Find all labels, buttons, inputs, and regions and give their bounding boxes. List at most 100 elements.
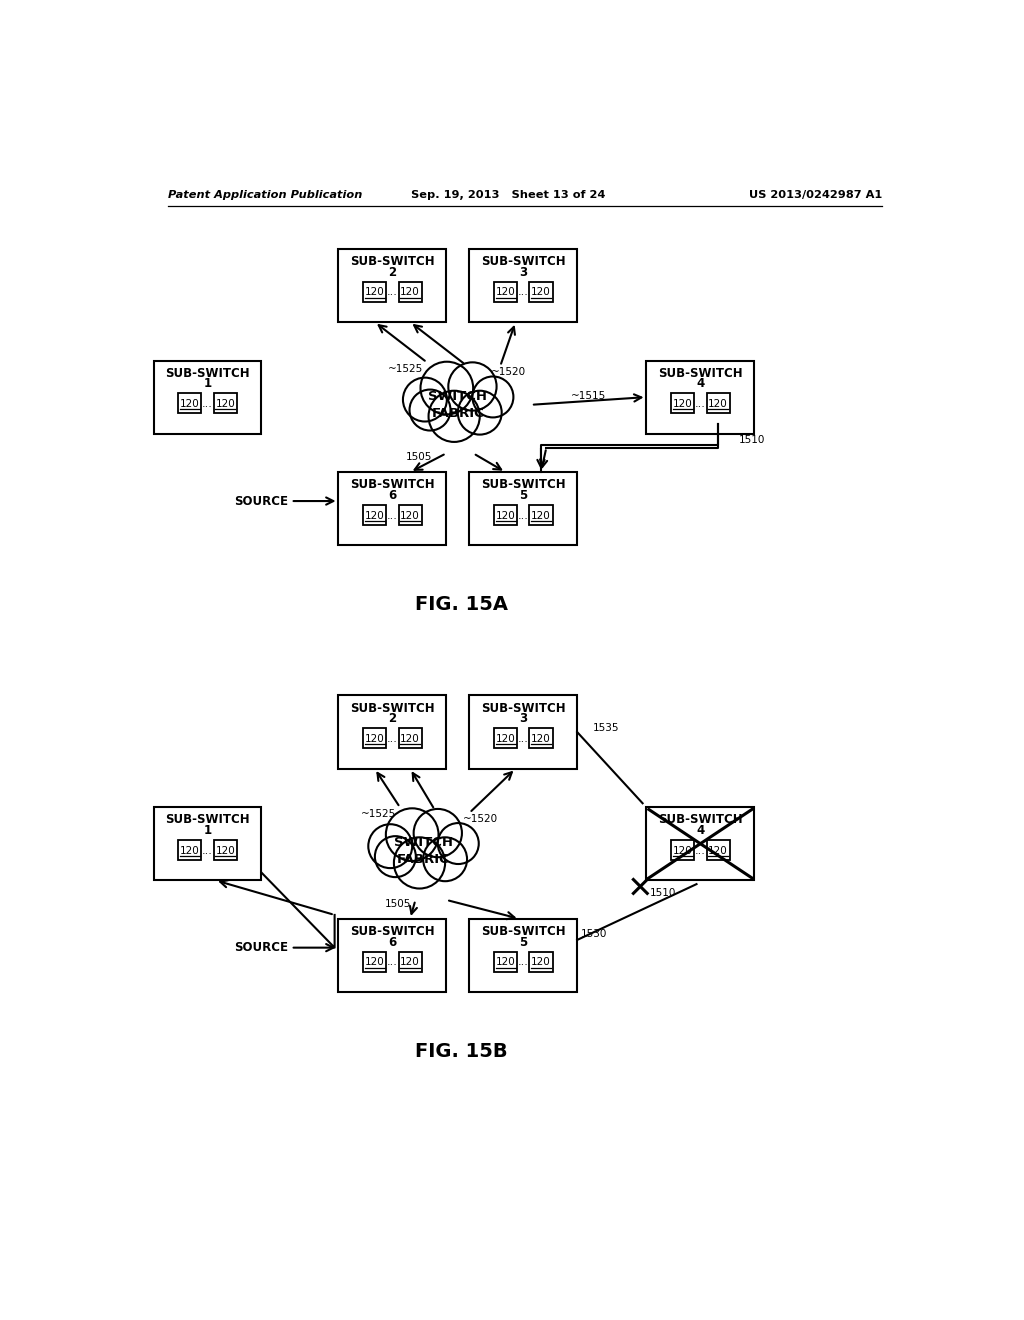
Text: ...: ...: [518, 288, 528, 297]
Text: 120: 120: [531, 734, 551, 744]
Text: ...: ...: [518, 734, 528, 744]
Bar: [364, 729, 386, 748]
Bar: [339, 249, 446, 322]
Text: 120: 120: [709, 846, 728, 855]
Text: 120: 120: [400, 288, 420, 297]
Text: SUB-SWITCH: SUB-SWITCH: [350, 478, 434, 491]
Text: 5: 5: [519, 490, 527, 502]
Circle shape: [403, 378, 446, 421]
Text: 120: 120: [400, 511, 420, 520]
Text: 1535: 1535: [593, 723, 620, 733]
Text: SUB-SWITCH: SUB-SWITCH: [658, 813, 742, 826]
Bar: [646, 807, 755, 880]
Text: ...: ...: [202, 846, 213, 855]
Text: 120: 120: [496, 957, 515, 968]
Bar: [154, 360, 261, 434]
Text: 120: 120: [365, 734, 385, 744]
Text: 1510: 1510: [739, 434, 765, 445]
Text: ...: ...: [695, 399, 706, 409]
Bar: [364, 281, 386, 302]
Bar: [529, 952, 553, 972]
Bar: [469, 919, 578, 991]
Bar: [398, 729, 422, 748]
Text: SWITCH
FABRIC: SWITCH FABRIC: [428, 389, 487, 420]
Text: 120: 120: [673, 846, 692, 855]
Text: US 2013/0242987 A1: US 2013/0242987 A1: [749, 190, 882, 201]
Bar: [339, 473, 446, 545]
Text: 120: 120: [531, 511, 551, 520]
Text: 1505: 1505: [385, 899, 412, 908]
Text: 120: 120: [365, 957, 385, 968]
Text: 3: 3: [519, 713, 527, 726]
Text: SOURCE: SOURCE: [234, 941, 289, 954]
Bar: [707, 840, 730, 859]
Circle shape: [410, 389, 451, 430]
Text: 1530: 1530: [581, 929, 607, 939]
Text: 1505: 1505: [407, 453, 432, 462]
Text: ~1520: ~1520: [490, 367, 526, 378]
Text: 120: 120: [709, 399, 728, 409]
Text: 120: 120: [215, 846, 236, 855]
Text: SUB-SWITCH: SUB-SWITCH: [481, 255, 565, 268]
Text: 2: 2: [388, 265, 396, 279]
Text: 5: 5: [519, 936, 527, 949]
Text: SUB-SWITCH: SUB-SWITCH: [350, 925, 434, 939]
Bar: [494, 952, 517, 972]
Text: FIG. 15B: FIG. 15B: [416, 1041, 508, 1061]
Bar: [529, 506, 553, 525]
Text: FIG. 15A: FIG. 15A: [415, 595, 508, 615]
Text: 120: 120: [400, 734, 420, 744]
Text: 3: 3: [519, 265, 527, 279]
Text: Patent Application Publication: Patent Application Publication: [168, 190, 361, 201]
Bar: [494, 281, 517, 302]
Text: SUB-SWITCH: SUB-SWITCH: [481, 702, 565, 714]
Bar: [214, 393, 237, 413]
Circle shape: [421, 362, 473, 414]
Text: SUB-SWITCH: SUB-SWITCH: [350, 702, 434, 714]
Bar: [364, 952, 386, 972]
Bar: [398, 952, 422, 972]
Text: SUB-SWITCH: SUB-SWITCH: [481, 925, 565, 939]
Text: SUB-SWITCH: SUB-SWITCH: [165, 813, 250, 826]
Bar: [494, 729, 517, 748]
Text: ~1520: ~1520: [463, 814, 499, 824]
Bar: [178, 840, 202, 859]
Text: ...: ...: [387, 957, 397, 968]
Text: SUB-SWITCH: SUB-SWITCH: [481, 478, 565, 491]
Text: ...: ...: [387, 288, 397, 297]
Bar: [398, 281, 422, 302]
Text: SUB-SWITCH: SUB-SWITCH: [165, 367, 250, 380]
Circle shape: [438, 824, 479, 865]
Bar: [529, 729, 553, 748]
Circle shape: [414, 809, 462, 857]
Bar: [154, 807, 261, 880]
Text: SWITCH
FABRIC: SWITCH FABRIC: [393, 837, 453, 866]
Text: 120: 120: [496, 288, 515, 297]
Text: 120: 120: [365, 288, 385, 297]
Text: 120: 120: [531, 288, 551, 297]
Text: 120: 120: [215, 399, 236, 409]
Bar: [339, 696, 446, 768]
Circle shape: [458, 391, 502, 434]
Text: 120: 120: [180, 399, 200, 409]
Text: 120: 120: [180, 846, 200, 855]
Text: SUB-SWITCH: SUB-SWITCH: [350, 255, 434, 268]
Text: 120: 120: [496, 734, 515, 744]
Text: ~1515: ~1515: [571, 391, 606, 400]
Text: ...: ...: [387, 734, 397, 744]
Text: 1: 1: [204, 824, 212, 837]
Text: ~1525: ~1525: [361, 809, 396, 818]
Text: ...: ...: [695, 846, 706, 855]
Bar: [398, 506, 422, 525]
Text: 6: 6: [388, 936, 396, 949]
Circle shape: [369, 824, 413, 869]
Text: 120: 120: [531, 957, 551, 968]
Bar: [214, 840, 237, 859]
Text: 1: 1: [204, 378, 212, 391]
Bar: [469, 473, 578, 545]
Circle shape: [423, 837, 467, 882]
Bar: [469, 696, 578, 768]
Circle shape: [386, 808, 438, 861]
Bar: [707, 393, 730, 413]
Bar: [178, 393, 202, 413]
